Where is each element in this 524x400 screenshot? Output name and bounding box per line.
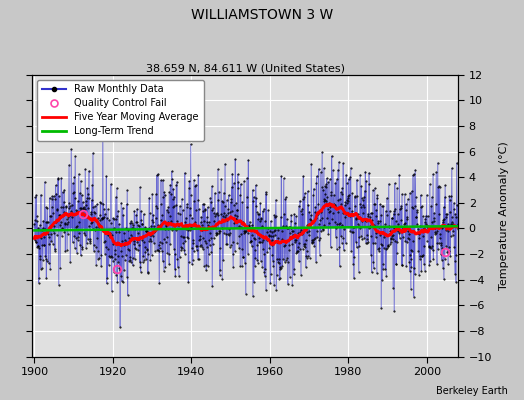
Title: 38.659 N, 84.611 W (United States): 38.659 N, 84.611 W (United States): [146, 64, 345, 74]
Text: WILLIAMSTOWN 3 W: WILLIAMSTOWN 3 W: [191, 8, 333, 22]
Y-axis label: Temperature Anomaly (°C): Temperature Anomaly (°C): [499, 141, 509, 290]
Text: Berkeley Earth: Berkeley Earth: [436, 386, 508, 396]
Legend: Raw Monthly Data, Quality Control Fail, Five Year Moving Average, Long-Term Tren: Raw Monthly Data, Quality Control Fail, …: [37, 80, 204, 141]
